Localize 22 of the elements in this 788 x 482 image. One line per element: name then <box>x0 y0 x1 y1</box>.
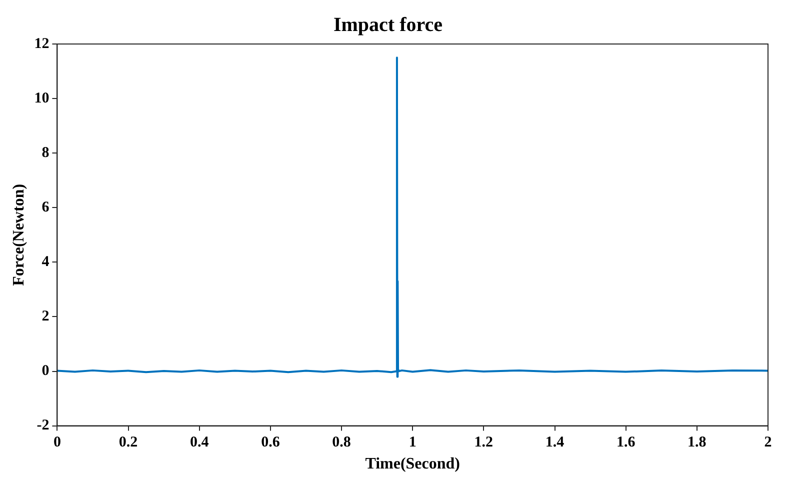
y-tick-label: 12 <box>34 36 50 52</box>
x-tick-label: 1.4 <box>545 434 565 451</box>
chart-title: Impact force <box>333 14 443 36</box>
y-tick-label: 10 <box>34 90 50 106</box>
x-tick-label: 0 <box>53 434 61 451</box>
x-tick-label: 1.2 <box>474 434 494 451</box>
y-tick-label: 6 <box>42 200 50 216</box>
x-axis-title: Time(Second) <box>365 456 460 473</box>
y-axis-title: Force(Newton) <box>10 184 28 286</box>
x-tick-label: 0.8 <box>332 434 351 451</box>
x-tick-label: 0.2 <box>118 434 138 451</box>
y-tick-label: -2 <box>36 418 50 434</box>
y-tick-label: 0 <box>42 363 50 380</box>
x-tick-label: 0.4 <box>190 434 210 451</box>
x-tick-label: 2 <box>764 434 772 451</box>
y-tick-label: 8 <box>42 144 50 161</box>
x-tick-label: 1 <box>408 434 416 451</box>
x-tick-label: 0.6 <box>261 434 280 451</box>
y-tick-label: 2 <box>42 308 50 325</box>
y-tick-label: 4 <box>42 254 50 270</box>
x-tick-label: 1.6 <box>616 434 636 451</box>
x-tick-label: 1.8 <box>688 434 706 451</box>
